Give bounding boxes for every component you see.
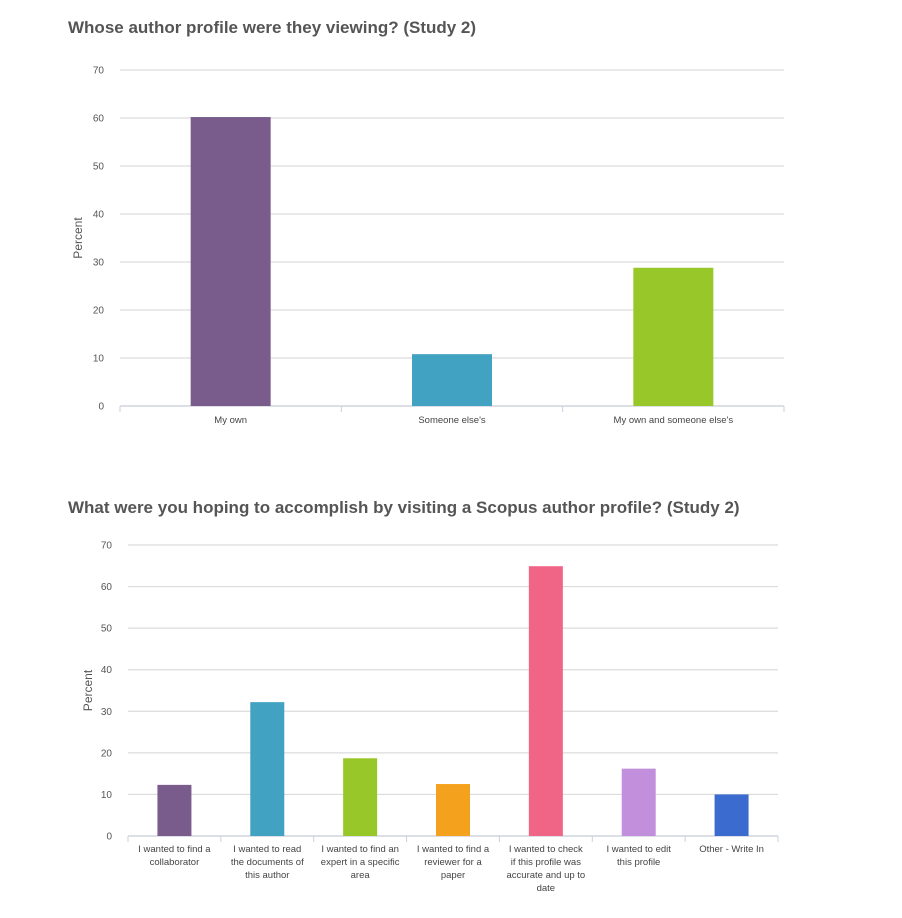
bar-3 — [343, 758, 378, 836]
x-category-label: date — [537, 883, 556, 894]
x-category-label: reviewer for a — [424, 857, 482, 868]
y-tick-label: 30 — [93, 258, 105, 269]
y-tick-label: 20 — [101, 748, 113, 759]
chart-2-title: What were you hoping to accomplish by vi… — [68, 498, 740, 517]
x-category-label: paper — [441, 870, 465, 881]
x-category-label: My own — [214, 415, 247, 426]
x-category-label: I wanted to edit — [606, 844, 671, 855]
y-axis-label: Percent — [81, 669, 95, 711]
y-tick-label: 40 — [101, 665, 113, 676]
x-category-label: I wanted to find an — [321, 844, 399, 855]
x-category-label: I wanted to find a — [138, 844, 211, 855]
bar-4 — [436, 784, 470, 836]
bar-2 — [412, 354, 492, 406]
x-category-label: I wanted to read — [233, 844, 301, 855]
bar-2 — [250, 702, 285, 836]
chart-1-title: Whose author profile were they viewing? … — [68, 18, 477, 37]
bar-1 — [190, 117, 271, 406]
y-tick-label: 50 — [101, 624, 113, 635]
y-tick-label: 10 — [101, 790, 113, 801]
y-tick-label: 70 — [93, 66, 105, 77]
y-tick-label: 20 — [93, 306, 105, 317]
bar-6 — [621, 768, 656, 836]
y-tick-label: 70 — [101, 541, 113, 552]
bar-3 — [633, 267, 714, 406]
y-tick-label: 0 — [106, 832, 112, 843]
x-category-label: Someone else's — [418, 415, 486, 426]
y-axis-label: Percent — [71, 217, 85, 259]
x-category-label: expert in a specific — [321, 857, 400, 868]
bar-1 — [157, 784, 192, 836]
y-tick-label: 30 — [101, 707, 113, 718]
y-tick-label: 60 — [93, 114, 105, 125]
x-category-label: accurate and up to — [507, 870, 586, 881]
bar-5 — [528, 566, 563, 836]
y-tick-label: 60 — [101, 582, 113, 593]
x-category-label: if this profile was — [511, 857, 581, 868]
y-tick-label: 0 — [98, 402, 104, 413]
x-category-label: area — [351, 870, 371, 881]
bar-7 — [714, 794, 749, 836]
x-category-label: this profile — [617, 857, 660, 868]
x-category-label: this author — [245, 870, 289, 881]
x-category-label: I wanted to check — [509, 844, 583, 855]
y-tick-label: 40 — [93, 210, 105, 221]
x-category-label: My own and someone else's — [614, 415, 734, 426]
y-tick-label: 50 — [93, 162, 105, 173]
x-category-label: I wanted to find a — [417, 844, 490, 855]
x-category-label: collaborator — [150, 857, 200, 868]
x-category-label: the documents of — [231, 857, 304, 868]
x-category-label: Other - Write In — [699, 844, 764, 855]
y-tick-label: 10 — [93, 354, 105, 365]
